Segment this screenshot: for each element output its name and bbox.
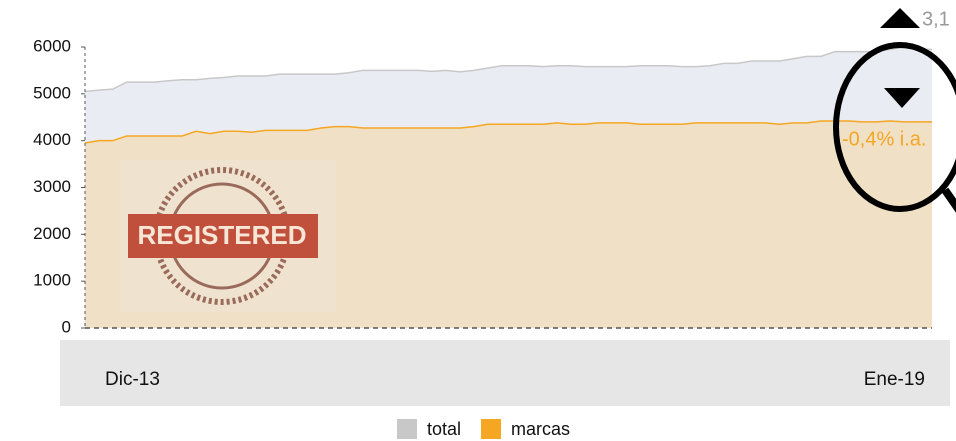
chart: REGISTERED 3,1 -0,4% i.a. total marcas 0 1…: [0, 0, 956, 441]
y-tick-label: 1000: [33, 271, 71, 290]
y-tick-label: 2000: [33, 224, 71, 243]
legend: total marcas: [397, 419, 570, 439]
legend-label: marcas: [511, 419, 570, 439]
y-tick-label: 0: [62, 317, 71, 336]
legend-label: total: [427, 419, 461, 439]
stamp: REGISTERED: [120, 160, 336, 312]
legend-swatch: [397, 419, 417, 439]
stamp-text: REGISTERED: [137, 220, 306, 250]
y-tick-label: 4000: [33, 130, 71, 149]
y-tick-label: 3000: [33, 177, 71, 196]
annotation: 3,1: [922, 8, 950, 30]
x-tick-label: Dic-13: [105, 369, 160, 390]
x-tick-label: Ene-19: [864, 369, 925, 390]
x-axis-band: [60, 340, 950, 406]
annotation: -0,4% i.a.: [842, 128, 926, 150]
y-tick-label: 6000: [33, 36, 71, 55]
y-tick-label: 5000: [33, 83, 71, 102]
legend-swatch: [481, 419, 501, 439]
